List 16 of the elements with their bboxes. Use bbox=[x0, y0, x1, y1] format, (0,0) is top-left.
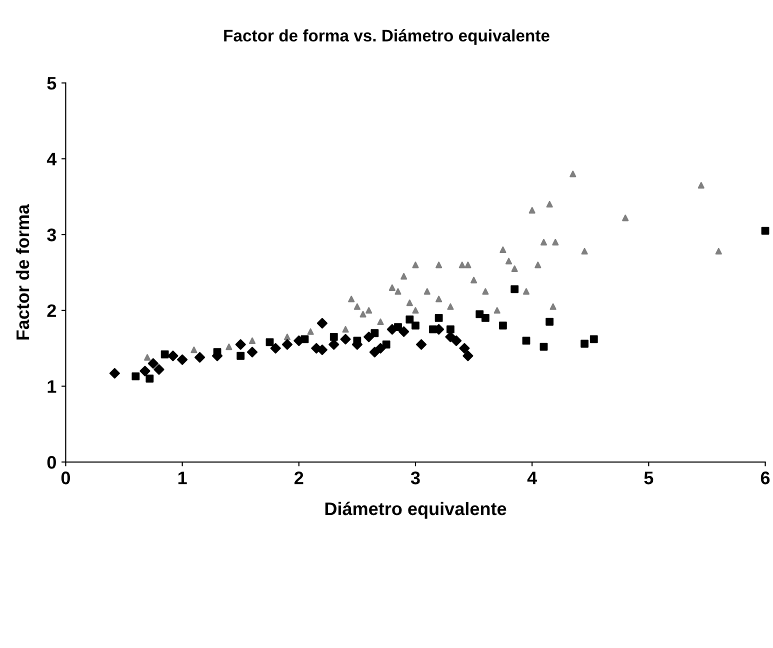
y-tick-label: 2 bbox=[47, 304, 56, 317]
x-tick-label: 2 bbox=[294, 472, 304, 484]
x-tick-label: 5 bbox=[644, 472, 654, 484]
x-tick-label: 3 bbox=[410, 472, 420, 484]
x-tick-label: 1 bbox=[178, 472, 187, 484]
y-tick-label: 1 bbox=[48, 380, 56, 393]
x-tick-label: 0 bbox=[61, 472, 70, 484]
x-tick-label: 4 bbox=[527, 472, 538, 484]
y-tick-label: 0 bbox=[47, 456, 56, 469]
x-axis-title: Diámetro equivalente bbox=[325, 502, 506, 519]
x-tick-label: 6 bbox=[760, 472, 770, 484]
y-tick-label: 5 bbox=[47, 77, 56, 90]
y-axis-title: Factor de forma bbox=[16, 204, 30, 340]
y-tick-label: 3 bbox=[47, 228, 56, 242]
chart-title: Factor de forma vs. Diámetro equivalente bbox=[224, 29, 550, 45]
y-tick-label: 4 bbox=[46, 152, 57, 166]
